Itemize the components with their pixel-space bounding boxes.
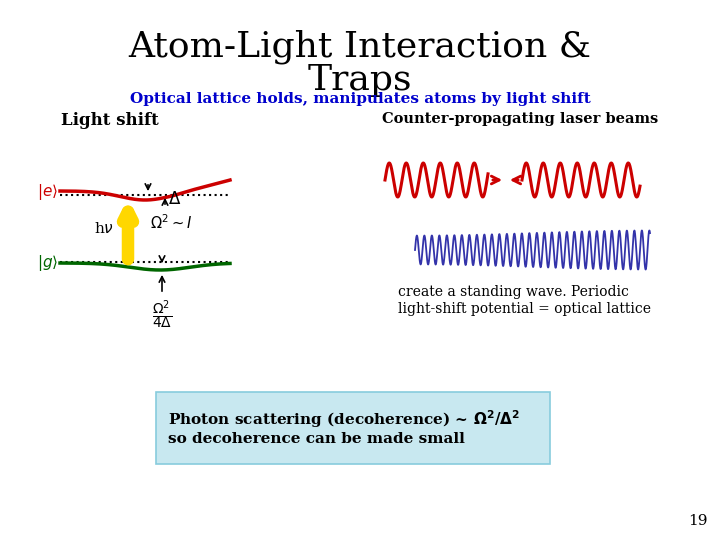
Text: Light shift: Light shift [61, 112, 159, 129]
Text: create a standing wave. Periodic: create a standing wave. Periodic [398, 285, 629, 299]
Text: Optical lattice holds, manipulates atoms by light shift: Optical lattice holds, manipulates atoms… [130, 92, 590, 106]
Text: $\Omega^2 \sim I$: $\Omega^2 \sim I$ [150, 213, 192, 232]
Text: Atom-Light Interaction &: Atom-Light Interaction & [128, 30, 592, 64]
Text: Traps: Traps [307, 63, 413, 97]
Text: light-shift potential = optical lattice: light-shift potential = optical lattice [398, 302, 651, 316]
Text: $\Delta$: $\Delta$ [168, 192, 181, 208]
Text: so decoherence can be made small: so decoherence can be made small [168, 432, 465, 446]
Text: Counter-propagating laser beams: Counter-propagating laser beams [382, 112, 658, 126]
FancyBboxPatch shape [156, 392, 550, 464]
Text: 19: 19 [688, 514, 708, 528]
Text: $|e\rangle$: $|e\rangle$ [37, 182, 58, 202]
Text: Photon scattering (decoherence) ~ $\mathbf{\Omega^2/\Delta^2}$: Photon scattering (decoherence) ~ $\math… [168, 408, 520, 430]
Text: h$\nu$: h$\nu$ [94, 221, 114, 236]
Text: $|g\rangle$: $|g\rangle$ [37, 253, 58, 273]
Text: $\dfrac{\Omega^2}{4\Delta}$: $\dfrac{\Omega^2}{4\Delta}$ [152, 298, 172, 331]
